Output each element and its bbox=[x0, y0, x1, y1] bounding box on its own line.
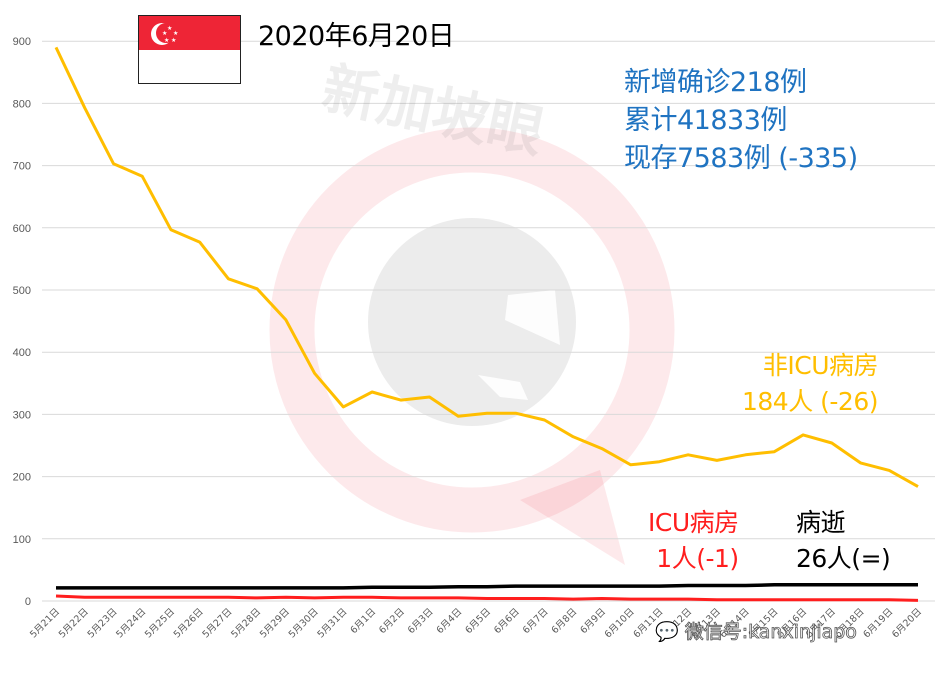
singapore-flag-icon: ★ ★ ★ ★ ★ bbox=[138, 15, 241, 84]
watermark-logo-icon bbox=[269, 127, 675, 565]
new-cases-text: 新增确诊218例 bbox=[624, 67, 807, 98]
svg-text:200: 200 bbox=[13, 472, 31, 484]
svg-text:400: 400 bbox=[13, 347, 31, 359]
svg-text:5月21日: 5月21日 bbox=[28, 606, 62, 640]
death-title: 病逝 bbox=[796, 508, 846, 537]
svg-text:500: 500 bbox=[13, 285, 31, 297]
svg-text:6月3日: 6月3日 bbox=[406, 606, 436, 636]
svg-text:6月2日: 6月2日 bbox=[377, 606, 407, 636]
svg-text:5月28日: 5月28日 bbox=[229, 606, 263, 640]
wechat-icon: 💬 bbox=[655, 621, 679, 644]
svg-text:★: ★ bbox=[171, 37, 176, 44]
svg-text:700: 700 bbox=[13, 161, 31, 173]
series-line bbox=[56, 583, 918, 590]
svg-text:6月1日: 6月1日 bbox=[348, 606, 378, 636]
svg-text:5月29日: 5月29日 bbox=[258, 606, 292, 640]
svg-text:5月31日: 5月31日 bbox=[315, 606, 349, 640]
svg-text:6月10日: 6月10日 bbox=[603, 606, 637, 640]
svg-text:900: 900 bbox=[13, 36, 31, 48]
non-icu-title: 非ICU病房 bbox=[762, 351, 879, 380]
active-cases-text: 现存7583例 (-335) bbox=[624, 143, 858, 174]
svg-text:800: 800 bbox=[13, 98, 31, 110]
wechat-id-text: 微信号:kanxinjiapo bbox=[684, 621, 857, 644]
wechat-watermark: 💬 微信号:kanxinjiapo bbox=[655, 617, 858, 644]
svg-text:5月25日: 5月25日 bbox=[143, 606, 177, 640]
svg-text:5月23日: 5月23日 bbox=[86, 606, 120, 640]
crescent-stars-icon: ★★ ★★ ★ bbox=[151, 23, 178, 45]
icu-value: 1人(-1) bbox=[656, 544, 739, 573]
icu-title: ICU病房 bbox=[648, 508, 739, 537]
svg-text:6月7日: 6月7日 bbox=[521, 606, 551, 636]
non-icu-value: 184人 (-26) bbox=[741, 387, 879, 416]
non-icu-label: 非ICU病房 184人 (-26) bbox=[741, 348, 879, 420]
svg-text:6月5日: 6月5日 bbox=[463, 606, 493, 636]
chart-title-date: 2020年6月20日 bbox=[258, 21, 455, 52]
death-label: 病逝 26人(=) bbox=[796, 505, 891, 577]
death-value: 26人(=) bbox=[796, 544, 891, 573]
svg-text:600: 600 bbox=[13, 223, 31, 235]
svg-text:6月8日: 6月8日 bbox=[550, 606, 580, 636]
gridlines bbox=[42, 40, 935, 602]
svg-text:5月24日: 5月24日 bbox=[114, 606, 148, 640]
svg-text:0: 0 bbox=[25, 596, 31, 608]
series-line bbox=[54, 46, 919, 488]
series-line bbox=[55, 594, 919, 602]
svg-text:300: 300 bbox=[13, 409, 31, 421]
svg-text:★: ★ bbox=[167, 25, 172, 32]
svg-text:★: ★ bbox=[173, 30, 178, 37]
series-lines bbox=[54, 46, 919, 602]
svg-text:5月22日: 5月22日 bbox=[57, 606, 91, 640]
svg-text:6月20日: 6月20日 bbox=[890, 606, 924, 640]
svg-text:6月6日: 6月6日 bbox=[492, 606, 522, 636]
case-stats: 新增确诊218例 累计41833例 现存7583例 (-335) bbox=[624, 64, 858, 178]
svg-text:5月27日: 5月27日 bbox=[200, 606, 234, 640]
svg-text:5月30日: 5月30日 bbox=[287, 606, 321, 640]
svg-text:6月19日: 6月19日 bbox=[861, 606, 895, 640]
svg-text:6月4日: 6月4日 bbox=[435, 606, 465, 636]
y-axis-ticks: 0 100 200 300 400 500 600 700 800 900 bbox=[13, 36, 31, 608]
svg-text:5月26日: 5月26日 bbox=[172, 606, 206, 640]
cumulative-cases-text: 累计41833例 bbox=[624, 105, 787, 136]
icu-label: ICU病房 1人(-1) bbox=[648, 505, 739, 577]
svg-text:★: ★ bbox=[162, 30, 167, 37]
svg-text:★: ★ bbox=[164, 37, 169, 44]
svg-text:100: 100 bbox=[13, 534, 31, 546]
